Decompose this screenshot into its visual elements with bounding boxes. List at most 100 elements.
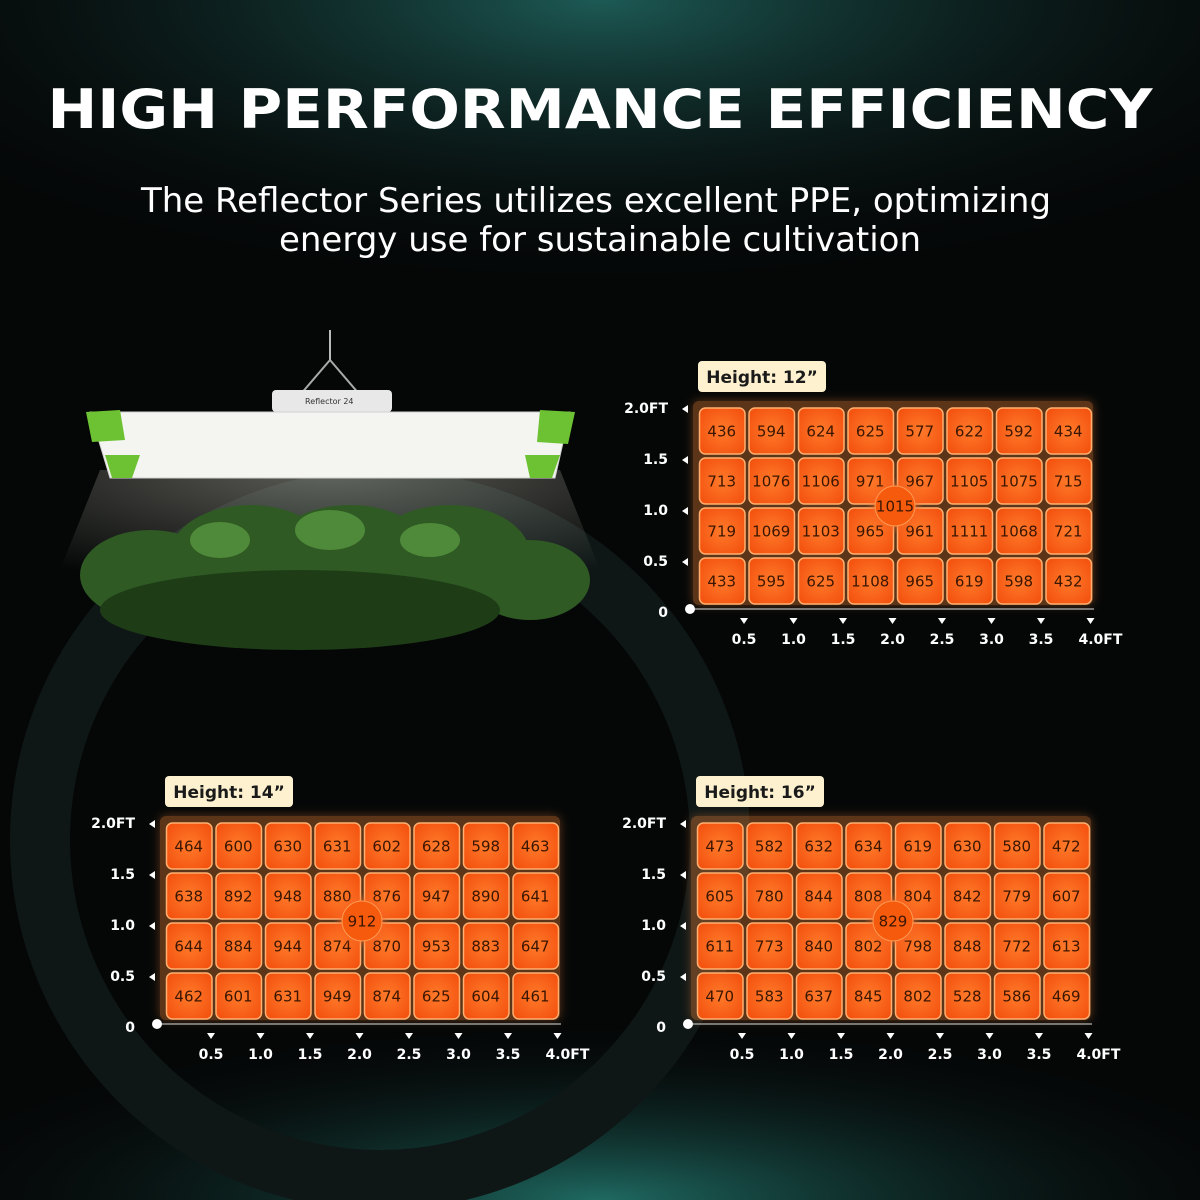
ppfd-value: 602 bbox=[372, 838, 401, 856]
ppfd-cell bbox=[748, 557, 796, 605]
ppfd-value: 598 bbox=[471, 838, 500, 856]
ppfd-value: 965 bbox=[856, 523, 885, 541]
height-badge bbox=[165, 776, 293, 807]
ppfd-cell bbox=[696, 822, 744, 870]
ppfd-cell bbox=[696, 872, 744, 920]
ppfd-cell bbox=[746, 822, 794, 870]
ppfd-cell bbox=[946, 407, 994, 455]
axis-arrow bbox=[682, 507, 688, 515]
ppfd-value: 461 bbox=[521, 988, 550, 1006]
ppfd-value: 802 bbox=[903, 988, 932, 1006]
ppfd-cell bbox=[1043, 972, 1091, 1020]
axis-arrow bbox=[355, 1033, 364, 1039]
ppfd-value: 1076 bbox=[752, 473, 790, 491]
ppfd-value: 580 bbox=[1002, 838, 1031, 856]
title: HIGH PERFORMANCE EFFICIENCY bbox=[48, 78, 1154, 141]
ppfd-cell bbox=[995, 407, 1043, 455]
axis-arrow bbox=[682, 405, 688, 413]
ppfd-cell bbox=[944, 922, 992, 970]
x-axis-label: 2.5 bbox=[930, 632, 955, 648]
ppfd-cell bbox=[795, 972, 843, 1020]
ppfd-value: 613 bbox=[1052, 938, 1081, 956]
ppfd-panel: Height: 14” 464 600 630 631 602 628 598 463 638 89… bbox=[91, 776, 590, 1063]
ppfd-value: 638 bbox=[174, 888, 203, 906]
ppfd-cell bbox=[215, 872, 263, 920]
ppfd-cell bbox=[264, 822, 312, 870]
ppfd-cell bbox=[264, 872, 312, 920]
axis-arrow bbox=[682, 456, 688, 464]
ppfd-cell bbox=[845, 972, 893, 1020]
ppfd-value: 845 bbox=[854, 988, 883, 1006]
ppfd-cell bbox=[314, 822, 362, 870]
product-label: Reflector 24 bbox=[305, 397, 354, 406]
ppfd-cell bbox=[698, 407, 746, 455]
ppfd-value: 647 bbox=[521, 938, 550, 956]
origin-dot bbox=[685, 604, 695, 614]
x-axis-label: 3.0 bbox=[977, 1047, 1002, 1063]
x-axis-label: 1.5 bbox=[831, 632, 856, 648]
axis-arrow bbox=[1035, 1033, 1043, 1039]
ppfd-cell bbox=[944, 872, 992, 920]
ppfd-cell bbox=[993, 972, 1041, 1020]
ppfd-cell bbox=[797, 557, 845, 605]
ppfd-value: 944 bbox=[273, 938, 302, 956]
ppfd-cell bbox=[797, 457, 845, 505]
ppfd-value: 1108 bbox=[851, 573, 889, 591]
ppfd-value: 780 bbox=[755, 888, 784, 906]
ppfd-cell bbox=[314, 972, 362, 1020]
y-axis-label: 2.0FT bbox=[624, 401, 668, 417]
origin-dot bbox=[683, 1019, 693, 1029]
x-axis-label: 0.5 bbox=[730, 1047, 755, 1063]
axis-arrow bbox=[405, 1033, 413, 1039]
ppfd-cell bbox=[215, 972, 263, 1020]
x-axis-label: 2.0 bbox=[347, 1047, 372, 1063]
center-marker bbox=[874, 485, 916, 527]
x-axis-label: 3.0 bbox=[446, 1047, 471, 1063]
ppfd-value: 600 bbox=[224, 838, 253, 856]
axis-arrow bbox=[454, 1033, 463, 1039]
ppfd-value: 592 bbox=[1004, 423, 1033, 441]
height-badge bbox=[696, 776, 824, 807]
ppfd-value: 802 bbox=[854, 938, 883, 956]
ppfd-cell bbox=[215, 922, 263, 970]
ppfd-value: 876 bbox=[372, 888, 401, 906]
ppfd-value: 619 bbox=[955, 573, 984, 591]
ppfd-cell bbox=[797, 407, 845, 455]
ppfd-cell bbox=[748, 407, 796, 455]
y-axis-label: 0 bbox=[658, 605, 668, 621]
x-axis-label: 4.0FT bbox=[1079, 632, 1123, 648]
ppfd-cell bbox=[165, 972, 213, 1020]
ppfd-cell bbox=[993, 922, 1041, 970]
ppfd-cell bbox=[698, 557, 746, 605]
ppfd-cell bbox=[746, 922, 794, 970]
axis-arrow bbox=[149, 820, 155, 828]
ppfd-value: 611 bbox=[705, 938, 734, 956]
top-glow bbox=[0, 0, 1200, 420]
ppfd-cell bbox=[748, 457, 796, 505]
height-label: Height: 12” bbox=[706, 368, 818, 388]
ppfd-cell bbox=[946, 507, 994, 555]
ppfd-value: 842 bbox=[953, 888, 982, 906]
y-axis-label: 0.5 bbox=[110, 969, 135, 985]
x-axis-label: 2.0 bbox=[880, 632, 905, 648]
ppfd-cell bbox=[165, 922, 213, 970]
axis-arrow bbox=[886, 1033, 895, 1039]
ppfd-value: 624 bbox=[806, 423, 835, 441]
axis-arrow bbox=[680, 871, 686, 879]
axis-arrow bbox=[985, 1033, 994, 1039]
ppfd-value: 779 bbox=[1002, 888, 1031, 906]
ppfd-value: 432 bbox=[1054, 573, 1083, 591]
ppfd-value: 967 bbox=[905, 473, 934, 491]
ppfd-cell bbox=[512, 972, 560, 1020]
ppfd-cell bbox=[995, 507, 1043, 555]
y-axis-label: 0 bbox=[125, 1020, 135, 1036]
center-value: 829 bbox=[879, 913, 908, 931]
ppfd-value: 473 bbox=[705, 838, 734, 856]
x-axis-label: 1.0 bbox=[781, 632, 806, 648]
ppfd-value: 582 bbox=[755, 838, 784, 856]
height-badge bbox=[698, 361, 826, 392]
axis-arrow bbox=[839, 618, 847, 624]
x-axis-label: 4.0FT bbox=[546, 1047, 590, 1063]
ppfd-value: 472 bbox=[1052, 838, 1081, 856]
